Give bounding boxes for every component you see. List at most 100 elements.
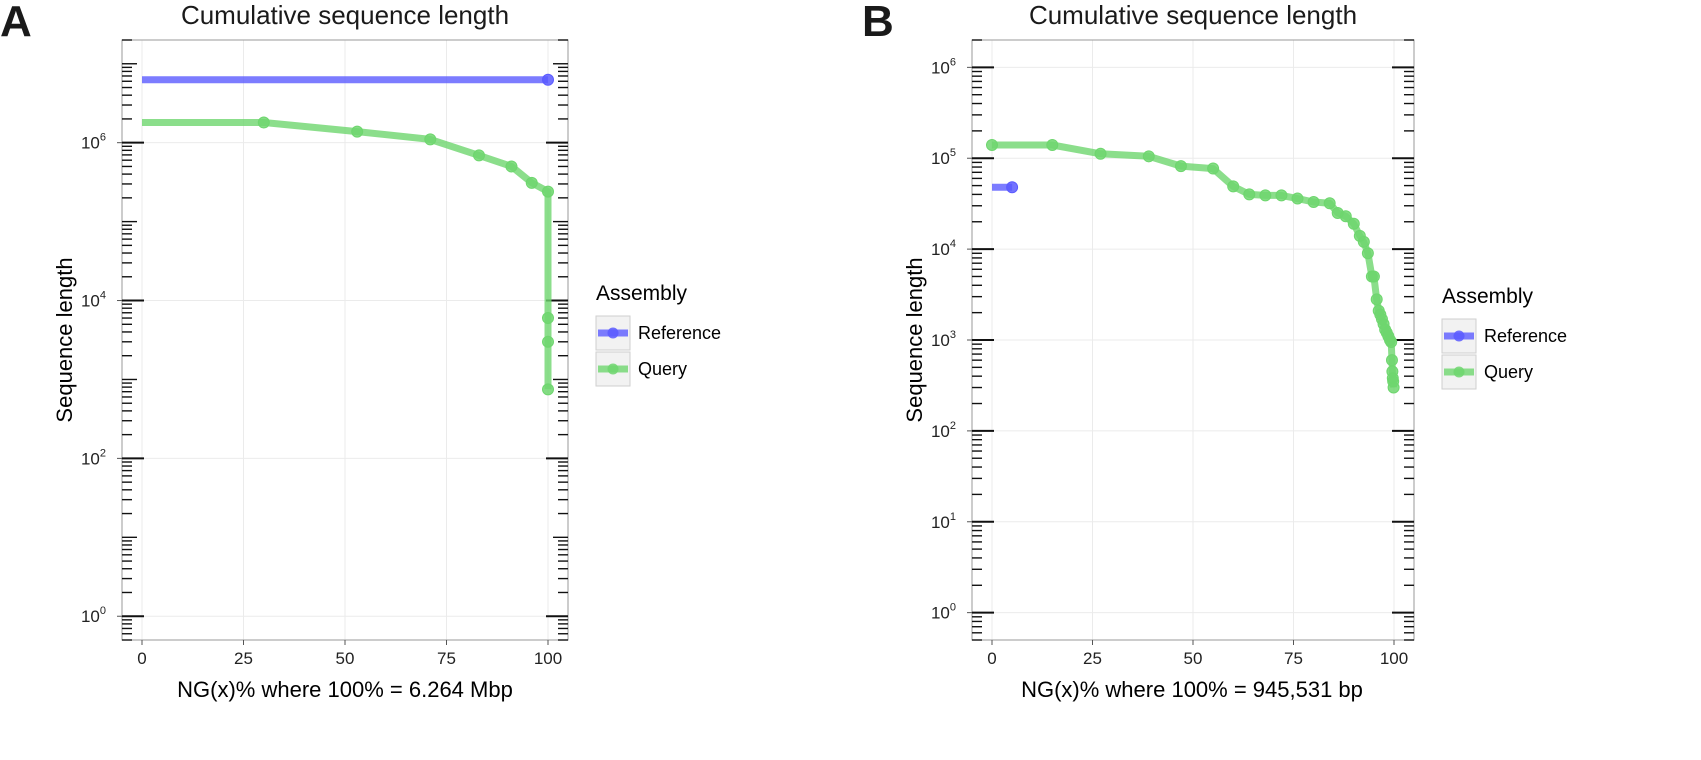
data-point [505,160,518,173]
data-point [1339,210,1352,223]
data-point [542,73,554,86]
y-tick-base: 10 [931,240,950,259]
series-query [142,116,554,396]
data-point [1259,189,1272,202]
data-point [525,176,538,189]
data-point [1367,270,1380,283]
y-tick-exponent: 3 [950,329,956,341]
legend-title: Assembly [1442,285,1534,308]
y-tick-exponent: 4 [100,290,106,302]
series-query [986,138,1400,394]
data-point [986,138,998,151]
data-point [542,383,554,396]
data-point [1046,138,1059,151]
y-tick-exponent: 2 [950,420,956,432]
legend: Assembly Reference Query [1441,285,1567,390]
data-point [1006,181,1019,194]
data-point [472,149,485,162]
y-tick-base: 10 [931,513,950,532]
legend-label: Query [638,359,687,379]
data-point [1385,354,1398,367]
legend-title: Assembly [596,282,688,305]
data-point [351,125,364,138]
y-tick-label: 103 [931,329,956,350]
data-point [1142,150,1155,163]
x-tick-label: 0 [137,649,146,668]
x-axis-label: NG(x)% where 100% = 945,531 bp [1021,677,1363,702]
chart-title: Cumulative sequence length [181,0,509,30]
data-point [1207,162,1220,175]
x-axis-label: NG(x)% where 100% = 6.264 Mbp [177,677,513,702]
y-tick-exponent: 1 [950,511,956,523]
x-tick-label: 100 [1380,649,1408,668]
x-tick-label: 50 [336,649,355,668]
panel-letter: B [862,0,894,46]
y-tick-label: 100 [931,602,956,623]
y-tick-label: 104 [931,238,956,259]
y-tick-label: 100 [81,605,106,626]
legend-key-marker [607,363,619,375]
y-tick-label: 102 [931,420,956,441]
data-point [542,312,554,325]
y-axis-label: Sequence length [52,257,77,422]
data-point [542,335,554,348]
y-tick-exponent: 5 [950,147,956,159]
data-point [1357,235,1370,248]
y-log-ticks [122,39,568,641]
legend-label: Reference [1484,326,1567,346]
y-tick-label: 106 [81,132,106,153]
x-tick-label: 25 [234,649,253,668]
gridlines [122,40,568,640]
data-point [1361,247,1374,260]
y-tick-base: 10 [931,422,950,441]
y-tick-base: 10 [81,134,100,153]
panel-letter: A [0,0,32,46]
y-tick-label: 101 [931,511,956,532]
y-tick-label: 106 [931,56,956,77]
y-tick-base: 10 [81,292,100,311]
y-tick-label: 105 [931,147,956,168]
y-axis-label: Sequence length [902,257,927,422]
data-point [257,116,270,129]
x-tick-label: 100 [534,649,562,668]
x-tick-label: 50 [1184,649,1203,668]
y-tick-exponent: 0 [950,602,956,614]
data-point [1370,293,1383,306]
data-point [1094,147,1107,160]
legend-key-marker [607,327,619,339]
data-point [1174,160,1187,173]
y-tick-exponent: 0 [100,605,106,617]
data-point [1385,336,1398,349]
data-point [1387,381,1400,394]
series-reference [992,181,1019,194]
y-tick-exponent: 6 [100,132,106,144]
x-tick-label: 75 [1284,649,1303,668]
data-point [1243,188,1256,201]
data-point [1291,192,1304,205]
series-reference [142,73,554,86]
y-tick-exponent: 4 [950,238,956,250]
data-point [1227,180,1240,193]
data-point [1275,189,1288,202]
y-tick-base: 10 [81,449,100,468]
legend-label: Reference [638,323,721,343]
chart-title: Cumulative sequence length [1029,0,1357,30]
y-tick-base: 10 [931,604,950,623]
y-tick-base: 10 [931,331,950,350]
y-tick-base: 10 [931,149,950,168]
data-point [1307,195,1320,208]
y-tick-exponent: 6 [950,56,956,68]
legend-label: Query [1484,362,1533,382]
data-point [424,133,437,146]
x-tick-label: 25 [1083,649,1102,668]
y-tick-label: 104 [81,290,106,311]
legend: Assembly Reference Query [595,282,721,387]
y-tick-label: 102 [81,447,106,468]
data-point [542,185,554,198]
y-tick-base: 10 [81,607,100,626]
y-tick-exponent: 2 [100,447,106,459]
x-tick-label: 75 [437,649,456,668]
